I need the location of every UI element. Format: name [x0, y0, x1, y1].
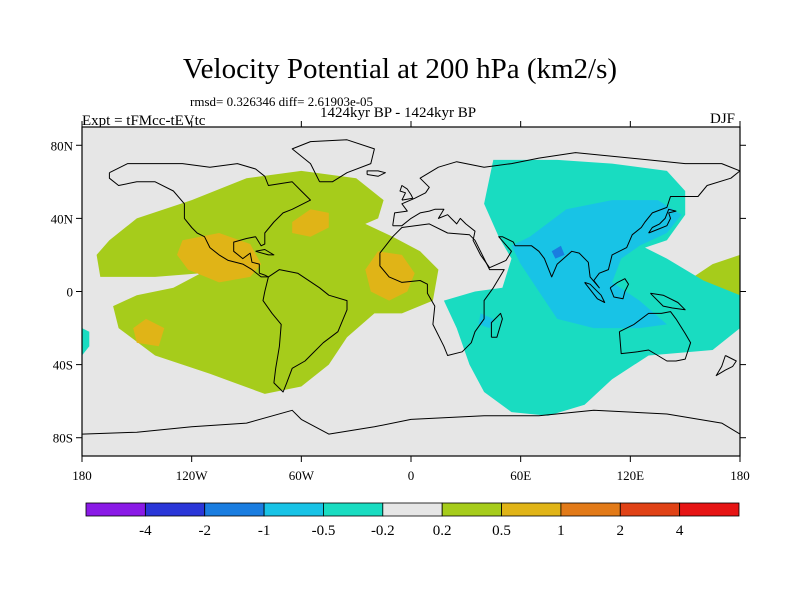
contour-region-negative-0.5-0.2-west-edge: [82, 328, 90, 356]
iceland-coastline: [366, 170, 386, 177]
contour-region-positive-0.5-1-north-atlantic: [292, 209, 329, 237]
new-guinea-coastline: [650, 292, 686, 311]
colorbar-label: -4: [139, 523, 152, 539]
colorbar-label: -2: [198, 523, 211, 539]
x-tick-label: 180: [72, 468, 92, 483]
colorbar-swatch: [560, 502, 621, 517]
madagascar-coastline: [490, 312, 503, 338]
borneo-coastline: [609, 278, 629, 300]
eurasia-coastline: [392, 152, 740, 289]
y-tick-label: 40N: [51, 211, 74, 226]
x-tick-label: 0: [408, 468, 415, 483]
x-tick-label: 180: [730, 468, 750, 483]
x-tick-label: 120W: [176, 468, 209, 483]
contour-region-positive-0.5-1-tropical-atlantic: [365, 251, 415, 301]
colorbar-swatch: [204, 502, 265, 517]
colorbar-swatch: [323, 502, 384, 517]
colorbar-label: 0.2: [433, 523, 452, 539]
contour-region-negative-1-0.5-asia-indian-ocean: [511, 200, 682, 329]
stats-label: rmsd= 0.326346 diff= 2.61903e-05: [190, 94, 374, 109]
cuba-coastline: [255, 249, 275, 256]
south-america-coastline: [262, 269, 348, 393]
antarctica-coastline: [82, 409, 740, 435]
colorbar-swatch: [382, 502, 443, 517]
uk-coastline: [399, 185, 414, 201]
colorbar-label: 4: [676, 523, 684, 539]
period-label: 1424kyr BP - 1424kyr BP: [320, 105, 477, 121]
chart-title: Velocity Potential at 200 hPa (km2/s): [182, 53, 618, 85]
colorbar-swatch: [619, 502, 681, 517]
colorbar-swatch: [263, 502, 324, 517]
australia-coastline: [618, 311, 692, 362]
x-tick-label: 60W: [289, 468, 315, 483]
colorbar-swatch: [85, 502, 146, 517]
contour-region-positive-0.5-1-south-pacific: [133, 318, 165, 347]
experiment-label: Expt = tFMcc-tEVtc: [82, 113, 206, 129]
colorbar-label: 0.5: [492, 523, 511, 539]
colorbar-label: 2: [617, 523, 625, 539]
japan-coastline: [648, 208, 677, 234]
greenland-coastline: [291, 139, 375, 183]
contour-region-negative-2-1-asia: [551, 245, 565, 259]
y-tick-label: 80N: [51, 138, 74, 153]
africa-coastline: [379, 223, 505, 356]
y-tick-label: 40S: [53, 358, 73, 373]
colorbar-label: -0.2: [371, 523, 395, 539]
colorbar-label: 1: [557, 523, 565, 539]
contour-region-negative-1-0.5-mozambique: [478, 313, 494, 329]
colorbar-label: -0.5: [312, 523, 336, 539]
colorbar-swatch: [441, 502, 502, 517]
y-tick-label: 0: [67, 285, 74, 300]
x-tick-label: 60E: [510, 468, 531, 483]
colorbar-swatch: [679, 502, 740, 517]
contour-region-positive-0.5-1-mexico: [177, 233, 262, 283]
colorbar-label: -1: [258, 523, 271, 539]
new-zealand-coastline: [715, 355, 737, 377]
sumatra-coastline: [584, 281, 606, 303]
y-tick-label: 80S: [53, 431, 73, 446]
season-label: DJF: [710, 111, 736, 127]
colorbar-swatch: [144, 502, 206, 517]
x-tick-label: 120E: [617, 468, 645, 483]
north-america-coastline: [108, 163, 311, 278]
colorbar-swatch: [501, 502, 562, 517]
